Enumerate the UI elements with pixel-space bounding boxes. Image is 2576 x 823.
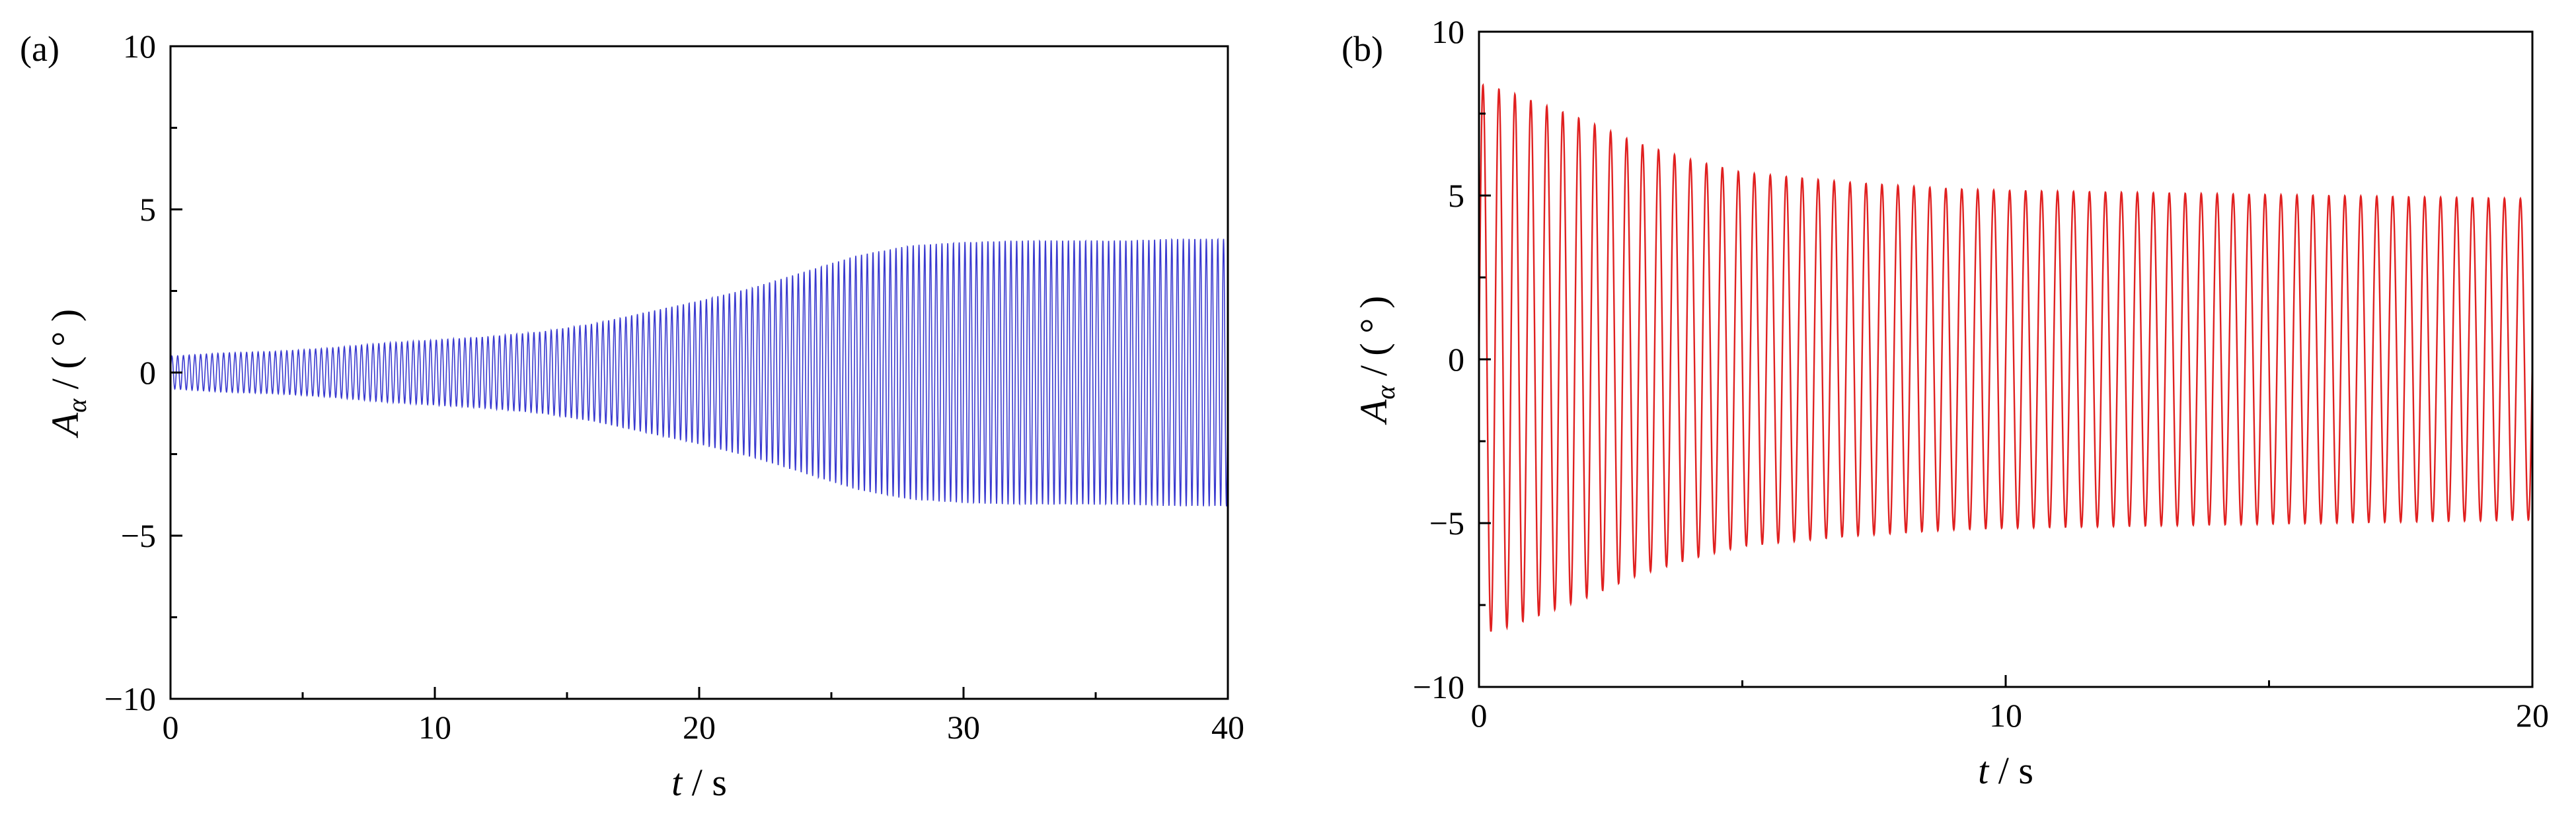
x-axis-ticks: 0 10 20 30 40 xyxy=(163,687,1244,746)
series-line xyxy=(1478,83,2534,632)
x-tick-label: 20 xyxy=(683,709,716,746)
y-tick-label: 0 xyxy=(139,354,156,391)
y-tick-label: 0 xyxy=(1448,341,1464,378)
x-axis-label: t / s xyxy=(1978,749,2033,792)
y-axis-ticks: −10 −5 0 5 10 xyxy=(104,28,182,717)
x-tick-label: 0 xyxy=(163,709,179,746)
panel-label: (b) xyxy=(1342,29,1383,69)
y-axis-label: Aα / ( ° ) xyxy=(44,309,92,439)
y-axis-subscript: α xyxy=(1371,385,1400,400)
y-axis-subscript: α xyxy=(62,398,92,413)
y-axis-unit: / ( ° ) xyxy=(1352,296,1395,386)
x-tick-label: 0 xyxy=(1471,697,1488,734)
y-axis-variable: A xyxy=(1352,399,1395,425)
y-tick-label: −5 xyxy=(1429,505,1464,542)
x-tick-label: 40 xyxy=(1211,709,1244,746)
x-tick-label: 10 xyxy=(1989,697,2022,734)
x-axis-variable: t xyxy=(671,761,683,804)
y-axis-unit: / ( ° ) xyxy=(44,309,87,399)
x-tick-label: 30 xyxy=(947,709,980,746)
y-tick-label: −5 xyxy=(121,517,156,554)
y-tick-label: 5 xyxy=(1448,177,1464,214)
x-axis-variable: t xyxy=(1978,749,1990,792)
y-tick-label: 10 xyxy=(1431,13,1464,50)
y-tick-label: −10 xyxy=(104,680,156,717)
chart-panel-a: (a) 0 10 20 30 40 −10 −5 0 5 10 t / s Aα / ( ° ) xyxy=(20,28,1244,804)
y-tick-label: −10 xyxy=(1413,668,1464,705)
panel-label: (a) xyxy=(20,29,59,69)
y-axis-label: Aα / ( ° ) xyxy=(1352,296,1400,425)
plot-area xyxy=(170,238,1229,507)
x-axis-label: t / s xyxy=(671,761,727,804)
x-tick-label: 10 xyxy=(418,709,451,746)
y-axis-ticks: −10 −5 0 5 10 xyxy=(1413,13,1491,705)
x-tick-label: 20 xyxy=(2516,697,2549,734)
x-axis-unit: / s xyxy=(682,761,727,804)
x-axis-ticks: 0 10 20 xyxy=(1471,675,2549,734)
chart-panel-b: (b) 0 10 20 −10 −5 0 5 10 t / s Aα / ( ° ) xyxy=(1342,13,2549,792)
y-axis-variable: A xyxy=(44,412,87,439)
series-line xyxy=(170,238,1229,507)
y-tick-label: 5 xyxy=(139,191,156,228)
plot-area xyxy=(1478,83,2534,632)
x-axis-unit: / s xyxy=(1989,749,2033,792)
y-tick-label: 10 xyxy=(123,28,156,65)
